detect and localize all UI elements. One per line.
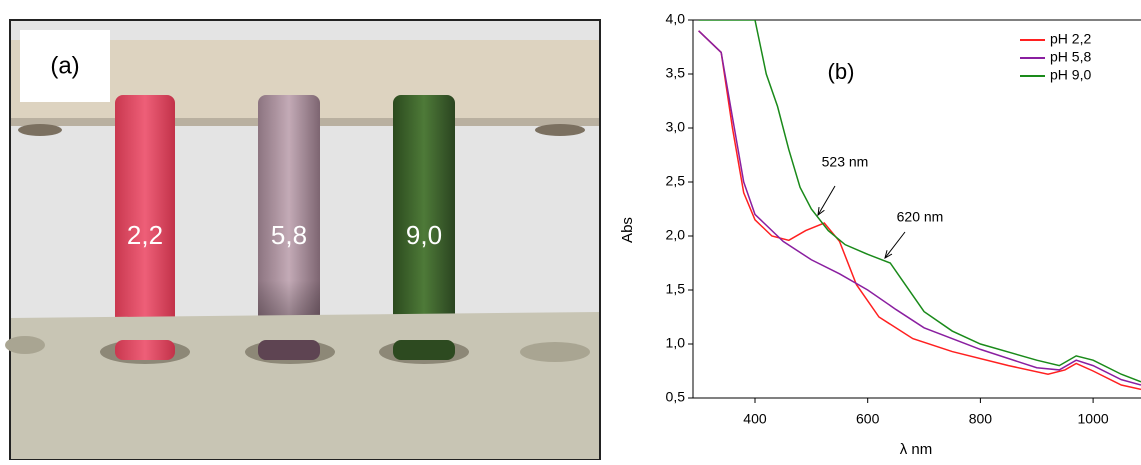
y-tick-label: 0,5 bbox=[666, 389, 686, 405]
legend-label: pH 9,0 bbox=[1050, 67, 1091, 83]
annotation-arrow bbox=[884, 231, 906, 259]
y-tick-label: 1,0 bbox=[666, 335, 686, 351]
panel-label: (b) bbox=[828, 59, 855, 84]
panel-label: (a) bbox=[50, 52, 79, 79]
y-tick-label: 3,5 bbox=[666, 65, 686, 81]
annotation-arrowhead bbox=[884, 250, 893, 260]
y-tick-label: 4,0 bbox=[666, 11, 686, 27]
y-tick-label: 3,0 bbox=[666, 119, 686, 135]
x-tick-label: 800 bbox=[969, 411, 993, 427]
series-line bbox=[698, 30, 1141, 386]
x-tick-label: 1000 bbox=[1078, 411, 1109, 427]
tube-label: 2,2 bbox=[127, 220, 163, 250]
annotation: 620 nm bbox=[897, 209, 944, 225]
chart: (b) λ nm Abs bbox=[619, 59, 932, 458]
annotation-arrowhead bbox=[817, 207, 825, 217]
annotation: 523 nm bbox=[822, 154, 869, 170]
series-line bbox=[698, 20, 1141, 383]
x-tick-label: 600 bbox=[856, 411, 880, 427]
x-axis-label: λ nm bbox=[900, 441, 933, 458]
plot-area bbox=[698, 20, 1141, 391]
panel-label-box bbox=[20, 30, 110, 102]
tube-label: 9,0 bbox=[406, 220, 442, 250]
legend-label: pH 2,2 bbox=[1050, 31, 1091, 47]
annotation-arrow bbox=[817, 185, 836, 216]
y-tick-label: 2,5 bbox=[666, 173, 686, 189]
y-axis-label: Abs bbox=[619, 217, 636, 243]
photo: (a) 2,2 5,8 9,0 bbox=[5, 19, 601, 461]
tube-label: 5,8 bbox=[271, 220, 307, 250]
y-tick-label: 2,0 bbox=[666, 227, 686, 243]
x-tick-label: 400 bbox=[743, 411, 767, 427]
y-tick-label: 1,5 bbox=[666, 281, 686, 297]
series-line bbox=[698, 30, 1141, 391]
legend-label: pH 5,8 bbox=[1050, 49, 1091, 65]
